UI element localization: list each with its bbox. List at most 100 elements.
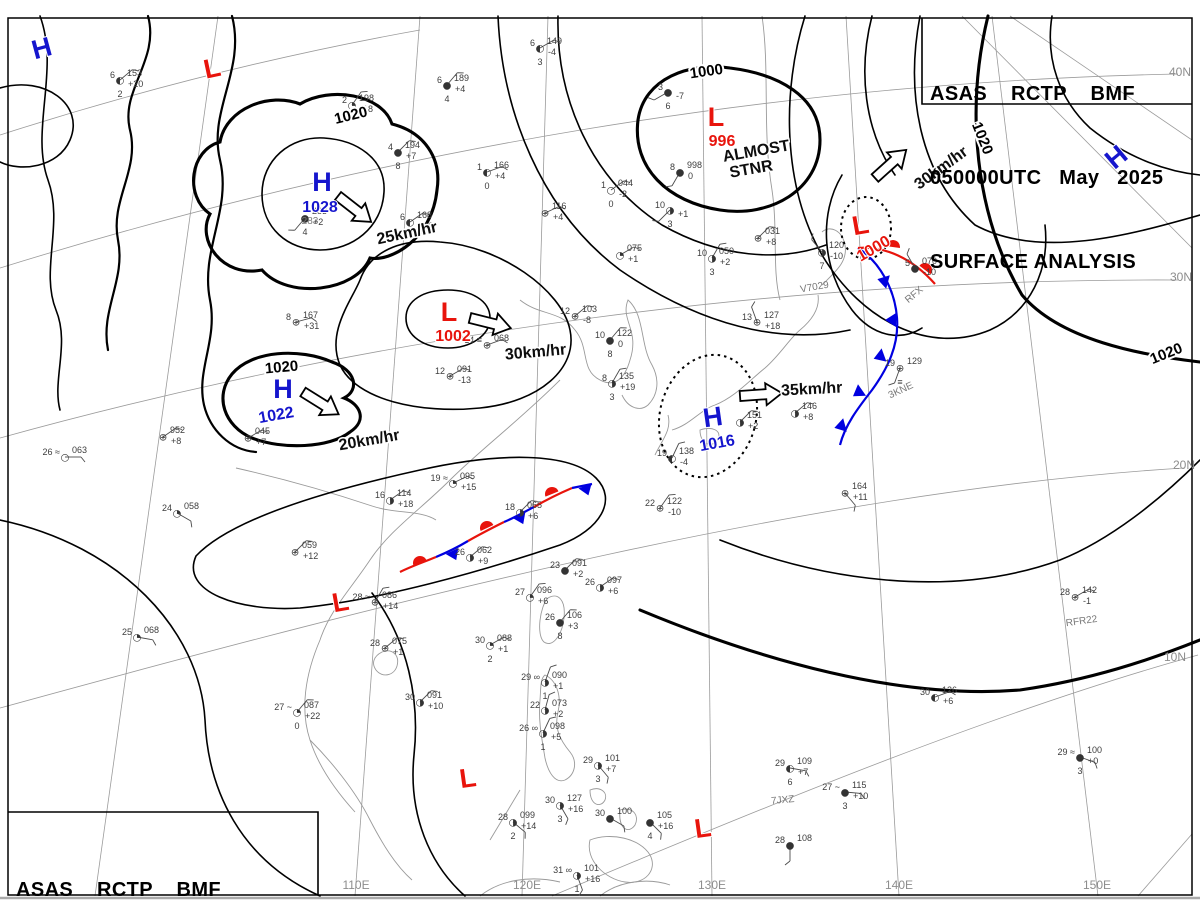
station-tendency: -7 <box>676 91 684 101</box>
station-symbol-icon: ◔ <box>526 593 535 604</box>
wind-barb-icon <box>576 874 583 896</box>
station-pressure: 168 <box>417 210 432 220</box>
wind-barb-icon <box>665 171 681 188</box>
cold-front-triangle <box>873 348 887 362</box>
station-plots-layer: ◐6 153+202◔2 198-18●6 189+44◐6 149-43●4 194+7… <box>43 36 1102 896</box>
station-pressure: 122 <box>617 328 632 338</box>
station-symbol-icon: ⊕ <box>541 209 549 220</box>
station-plot: ◔075+1 <box>616 243 642 264</box>
station-plot: ⊕045+7 <box>244 426 270 447</box>
wind-barb-icon <box>162 427 183 438</box>
station-temperature: 6 <box>400 212 405 222</box>
station-symbol-icon: ◑ <box>818 248 827 259</box>
station-pressure: 073 <box>552 698 567 708</box>
isobar-se-of-l996 <box>557 15 827 256</box>
station-symbol-icon: ● <box>786 841 795 852</box>
station-temperature: 30 <box>405 692 415 702</box>
station-symbol-icon: ◑ <box>736 418 745 429</box>
annotation-text: 20km/hr <box>338 427 401 454</box>
station-temperature: 8 <box>286 312 291 322</box>
station-plot: ◑120-10 7 <box>811 233 844 271</box>
station-pressure: 098 <box>550 721 565 731</box>
station-symbol-icon: ◔ <box>449 479 458 490</box>
island-borneo <box>479 878 671 897</box>
station-plot: ●28 108 <box>775 833 812 866</box>
wind-barb-icon <box>247 429 268 439</box>
station-tendency: 0 <box>688 171 693 181</box>
wind-barb-icon <box>811 233 823 253</box>
fronts <box>399 240 936 573</box>
station-symbol-icon: ⊕ <box>291 548 299 559</box>
station-pressure: 058 <box>184 501 199 511</box>
island-hainan <box>373 650 399 676</box>
wind-barb-icon <box>599 577 620 588</box>
station-pressure: 164 <box>852 481 867 491</box>
dotted-circle-h1016 <box>657 353 759 479</box>
station-plot: ◔19 ≈ 095+15 <box>431 471 477 492</box>
wind-barb-icon <box>294 540 313 553</box>
station-tendency: +11 <box>853 492 868 502</box>
latitude-label: 10N <box>1164 650 1186 664</box>
station-tendency: +7 <box>256 437 266 447</box>
station-pressure: 109 <box>797 756 812 766</box>
cold-front-triangle <box>852 384 867 397</box>
coast-vietnam <box>309 739 413 881</box>
station-temperature: 27 <box>515 587 525 597</box>
station-pressure: 998 <box>687 160 702 170</box>
station-pressure: 146 <box>802 401 817 411</box>
corner-diagonal <box>1137 833 1193 897</box>
meridian-130e <box>701 15 713 897</box>
station-temperature: 4 <box>388 142 393 152</box>
station-tendency: -13 <box>458 375 471 385</box>
station-plot: ◑26 062+9 <box>455 545 492 566</box>
station-extra: 3 <box>709 267 714 277</box>
isobar-left-wavy-3 <box>39 15 63 411</box>
isobar-20n-arc <box>719 459 1200 583</box>
station-pressure: 086 <box>382 590 397 600</box>
station-tendency: -4 <box>548 47 556 57</box>
station-temperature: 22 <box>645 498 655 508</box>
station-symbol-icon: ⊕ <box>292 318 300 329</box>
isobar-left-wavy-2 <box>201 14 258 454</box>
station-tendency: +9 <box>478 556 488 566</box>
warm-front-semicircle <box>480 521 494 531</box>
station-symbol-icon: ● <box>443 81 452 92</box>
wind-barb-icon <box>397 140 416 153</box>
station-extra: 3 <box>1077 766 1082 776</box>
annotation-text: 35km/hr <box>781 379 843 399</box>
pressure-value: 996 <box>709 133 736 150</box>
movement-arrow <box>299 386 340 417</box>
wind-barb-icon <box>449 367 470 377</box>
title-block-bottom-left: ASAS RCTP BMF 050000UTC May 2025 SURFACE… <box>16 820 306 919</box>
station-symbol-icon: ⊕ <box>446 372 454 383</box>
station-tendency: -8 <box>583 315 591 325</box>
station-pressure: 108 <box>797 833 812 843</box>
movement-arrow <box>870 148 908 183</box>
meridian-100e <box>94 15 219 897</box>
station-pressure: 070 <box>922 256 937 266</box>
station-symbol-icon: ⊕ <box>483 341 491 352</box>
wind-barb-icon <box>844 791 865 799</box>
wind-barb-icon <box>597 764 609 784</box>
station-symbol-icon: ◐ <box>406 218 415 229</box>
wind-barb-icon <box>844 492 856 512</box>
station-plot: ◑28 099+14 2 <box>498 810 536 841</box>
wind-barb-icon <box>544 205 566 214</box>
wind-barb-icon <box>512 821 526 839</box>
station-temperature: 18 <box>505 502 515 512</box>
station-symbol-icon: ◑ <box>608 379 617 390</box>
station-temperature: 27 ~ <box>274 702 292 712</box>
station-symbol-icon: ⊕ <box>753 318 761 329</box>
station-pressure: 116 <box>552 201 566 211</box>
station-pressure: 059 <box>302 540 317 550</box>
station-temperature: 3 <box>658 82 663 92</box>
station-pressure: 097 <box>607 575 622 585</box>
wind-barb-icon <box>648 91 669 101</box>
station-tendency: +12 <box>303 551 318 561</box>
wind-barb-icon <box>794 402 814 414</box>
station-plot: ◔24 058 <box>162 501 199 528</box>
station-temperature: 6 <box>110 70 115 80</box>
station-extra: 4 <box>302 227 307 237</box>
station-tendency: +4 <box>495 171 505 181</box>
wind-barb-icon <box>486 166 508 173</box>
